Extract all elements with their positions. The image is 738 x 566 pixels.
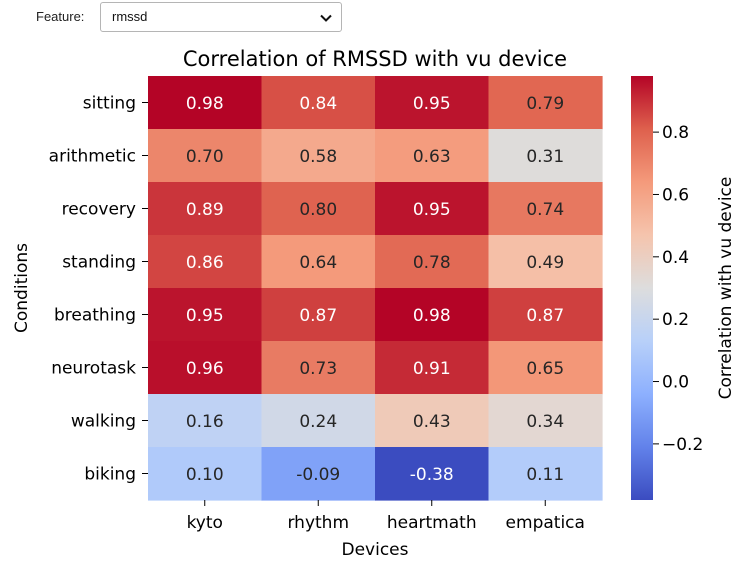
heatmap-cell bbox=[148, 76, 263, 130]
y-tick-label: biking bbox=[84, 465, 136, 485]
cell-value-label: 0.78 bbox=[413, 253, 451, 273]
colorbar-tick-label: 0.6 bbox=[662, 185, 689, 205]
cell-value-label: 0.91 bbox=[413, 359, 451, 379]
y-tick-label: standing bbox=[62, 253, 136, 273]
heatmap-cell bbox=[375, 341, 490, 395]
heatmap-cell bbox=[148, 129, 263, 183]
colorbar-tick-label: 0.2 bbox=[662, 310, 689, 330]
chevron-down-icon bbox=[320, 14, 332, 22]
heatmap-cell bbox=[148, 341, 263, 395]
heatmap-cell bbox=[375, 76, 490, 130]
feature-widget: Feature: rmssd bbox=[0, 0, 360, 34]
heatmap-cell bbox=[261, 182, 376, 236]
cell-value-label: 0.80 bbox=[299, 200, 337, 220]
y-tick-label: neurotask bbox=[51, 359, 136, 379]
cell-value-label: 0.11 bbox=[526, 465, 564, 485]
heatmap-cell bbox=[375, 394, 490, 448]
cell-value-label: 0.70 bbox=[186, 147, 224, 167]
heatmap-cell bbox=[375, 235, 490, 289]
colorbar-tick-label: 0.4 bbox=[662, 248, 689, 268]
cell-value-label: 0.95 bbox=[413, 200, 451, 220]
heatmap-cell bbox=[148, 447, 263, 501]
x-tick-label: rhythm bbox=[287, 513, 349, 533]
y-axis-label: Conditions bbox=[12, 243, 32, 333]
heatmap-cell bbox=[488, 288, 603, 342]
heatmap-cell bbox=[488, 182, 603, 236]
cell-value-label: 0.95 bbox=[413, 94, 451, 114]
colorbar-tick-label: 0.0 bbox=[662, 373, 689, 393]
cell-value-label: 0.58 bbox=[299, 147, 337, 167]
heatmap-cell bbox=[261, 235, 376, 289]
cell-value-label: 0.64 bbox=[299, 253, 337, 273]
colorbar-tick-label: 0.8 bbox=[662, 123, 689, 143]
cell-value-label: 0.84 bbox=[299, 94, 337, 114]
chart-title: Correlation of RMSSD with vu device bbox=[183, 47, 567, 71]
cell-value-label: 0.73 bbox=[299, 359, 337, 379]
heatmap-cell bbox=[488, 394, 603, 448]
y-tick-label: arithmetic bbox=[49, 147, 136, 167]
cell-value-label: 0.31 bbox=[526, 147, 564, 167]
cell-value-label: 0.63 bbox=[413, 147, 451, 167]
cell-value-label: 0.24 bbox=[299, 412, 337, 432]
cell-value-label: 0.79 bbox=[526, 94, 564, 114]
colorbar-label: Correlation with vu device bbox=[716, 177, 736, 400]
colorbar-tick-label: −0.2 bbox=[662, 435, 703, 455]
heatmap-cell bbox=[261, 129, 376, 183]
x-tick-label: empatica bbox=[506, 513, 585, 533]
cell-value-label: 0.98 bbox=[186, 94, 224, 114]
heatmap-cell bbox=[148, 394, 263, 448]
heatmap-cell bbox=[488, 129, 603, 183]
y-tick-label: recovery bbox=[62, 200, 136, 220]
cell-value-label: 0.49 bbox=[526, 253, 564, 273]
heatmap-cell bbox=[375, 129, 490, 183]
cell-value-label: -0.38 bbox=[410, 465, 454, 485]
cell-value-label: 0.89 bbox=[186, 200, 224, 220]
heatmap-cell bbox=[148, 288, 263, 342]
cell-value-label: -0.09 bbox=[296, 465, 340, 485]
heatmap-cell bbox=[488, 235, 603, 289]
y-tick-label: walking bbox=[71, 412, 136, 432]
heatmap-cell bbox=[375, 182, 490, 236]
heatmap-cell bbox=[261, 341, 376, 395]
y-tick-label: breathing bbox=[54, 306, 136, 326]
feature-select[interactable]: rmssd bbox=[100, 2, 342, 32]
cell-value-label: 0.98 bbox=[413, 306, 451, 326]
heatmap-cell bbox=[488, 341, 603, 395]
feature-label: Feature: bbox=[36, 9, 85, 24]
heatmap-cell bbox=[261, 394, 376, 448]
heatmap-cell bbox=[148, 182, 263, 236]
x-tick-label: kyto bbox=[187, 513, 223, 533]
cell-value-label: 0.65 bbox=[526, 359, 564, 379]
cell-value-label: 0.16 bbox=[186, 412, 224, 432]
heatmap-cell bbox=[261, 76, 376, 130]
heatmap-cell bbox=[375, 288, 490, 342]
colorbar bbox=[631, 76, 653, 500]
cell-value-label: 0.96 bbox=[186, 359, 224, 379]
heatmap-cell bbox=[148, 235, 263, 289]
x-axis-label: Devices bbox=[342, 540, 409, 560]
cell-value-label: 0.34 bbox=[526, 412, 564, 432]
heatmap-cell bbox=[375, 447, 490, 501]
heatmap-cell bbox=[488, 76, 603, 130]
feature-select-value: rmssd bbox=[112, 9, 148, 24]
cell-value-label: 0.87 bbox=[299, 306, 337, 326]
cell-value-label: 0.95 bbox=[186, 306, 224, 326]
cell-value-label: 0.43 bbox=[413, 412, 451, 432]
x-tick-label: heartmath bbox=[387, 513, 477, 533]
cell-value-label: 0.74 bbox=[526, 200, 564, 220]
cell-value-label: 0.87 bbox=[526, 306, 564, 326]
heatmap-cell bbox=[261, 288, 376, 342]
y-tick-label: sitting bbox=[83, 94, 136, 114]
heatmap-cell bbox=[488, 447, 603, 501]
cell-value-label: 0.86 bbox=[186, 253, 224, 273]
heatmap-cell bbox=[261, 447, 376, 501]
cell-value-label: 0.10 bbox=[186, 465, 224, 485]
